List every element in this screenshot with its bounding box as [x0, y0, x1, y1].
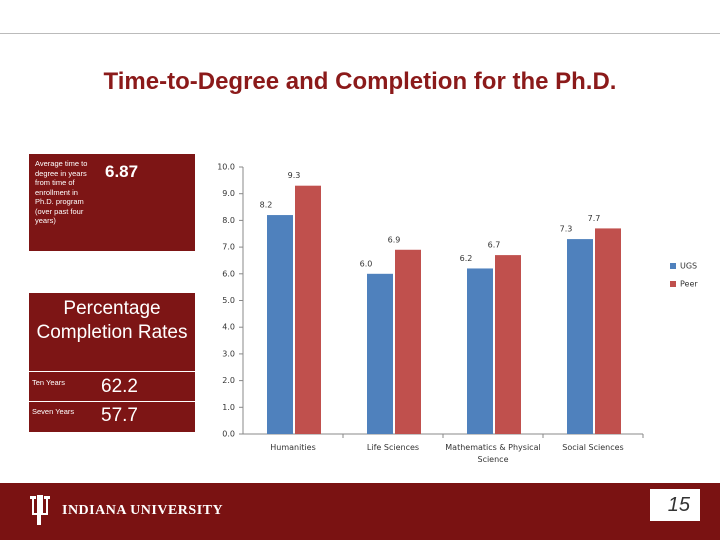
bar [495, 255, 521, 434]
legend-label: UGS [680, 262, 697, 271]
logo [30, 495, 50, 525]
rate-value: 57.7 [101, 405, 138, 426]
legend-swatch [670, 263, 676, 269]
top-rule [0, 33, 720, 34]
legend-swatch [670, 281, 676, 287]
y-tick-label: 9.0 [222, 189, 235, 198]
y-tick-label: 7.0 [222, 243, 235, 252]
y-tick-label: 5.0 [222, 296, 235, 305]
bar [367, 273, 393, 434]
completion-title: Percentage Completion Rates [29, 293, 195, 371]
rate-value: 62.2 [101, 376, 138, 397]
y-tick-label: 8.0 [222, 216, 235, 225]
rate-label: Seven Years [32, 407, 75, 416]
legend-label: Peer [680, 280, 698, 289]
y-tick-label: 6.0 [222, 269, 235, 278]
time-label: Average time to degree in years from tim… [35, 159, 88, 225]
slide-title: Time-to-Degree and Completion for the Ph… [103, 68, 617, 95]
rate-row: Seven Years 57.7 [29, 401, 195, 432]
y-tick-label: 10.0 [217, 163, 235, 172]
bar [295, 185, 321, 434]
y-tick-label: 3.0 [222, 349, 235, 358]
bar [467, 268, 493, 434]
y-tick-label: 0.0 [222, 430, 235, 439]
footer: INDIANA UNIVERSITY 15 [0, 483, 720, 540]
data-label: 6.7 [488, 241, 501, 250]
time-box: Average time to degree in years from tim… [29, 154, 195, 251]
y-tick-label: 4.0 [222, 323, 235, 332]
y-tick-label: 1.0 [222, 403, 235, 412]
data-label: 7.3 [560, 225, 573, 234]
time-value: 6.87 [105, 162, 139, 181]
data-label: 6.2 [460, 254, 473, 263]
bar [595, 228, 621, 434]
bar [567, 239, 593, 434]
rate-label: Ten Years [32, 378, 65, 387]
data-label: 7.7 [588, 214, 601, 223]
chart: 0.0 1.0 2.0 3.0 4.0 5.0 6.0 7.0 8.0 9.0 10.0 8.2 9.3… [217, 163, 698, 439]
bar [267, 215, 293, 434]
page-number: 15 [650, 489, 700, 521]
data-label: 9.3 [288, 171, 301, 180]
x-tick-label: Humanities [270, 443, 316, 452]
y-tick-label: 2.0 [222, 376, 235, 385]
x-tick-label: Social Sciences [562, 443, 624, 452]
x-tick-label: Life Sciences [366, 443, 420, 452]
data-label: 6.9 [388, 235, 401, 244]
footer-text: INDIANA UNIVERSITY [62, 503, 224, 518]
bar [395, 249, 421, 434]
rate-row: Ten Years 62.2 [29, 371, 195, 402]
data-label: 8.2 [260, 201, 273, 210]
data-label: 6.0 [360, 259, 373, 268]
x-tick-label: Mathematics & Physical Science [445, 443, 541, 464]
